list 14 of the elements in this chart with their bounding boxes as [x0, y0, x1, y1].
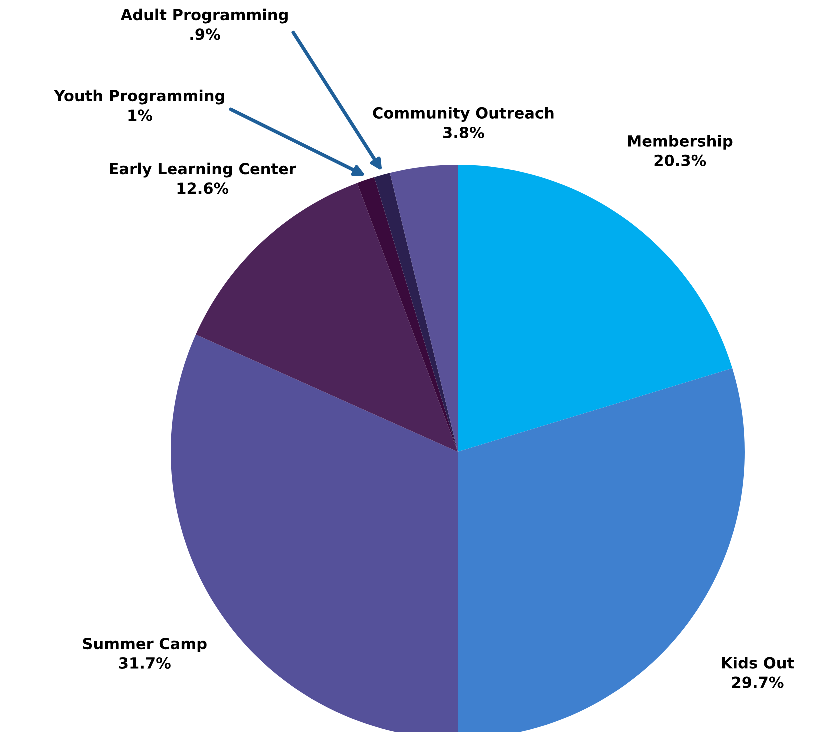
slice-label: Membership [628, 135, 733, 150]
data-label: 1% [128, 110, 152, 122]
slice-label: Early Learning Center [110, 162, 296, 178]
data-label: 3.8% [444, 126, 484, 139]
data-label: 20.3% [654, 154, 706, 166]
data-label: 31.7% [119, 657, 171, 670]
data-label: 12.6% [178, 182, 229, 194]
slice-label: Adult Programming [120, 8, 288, 24]
data-label: 29.7% [732, 676, 784, 688]
slice-label: Summer Camp [83, 638, 207, 653]
data-label: .9% [190, 28, 220, 40]
slice-label: Community Outreach [373, 107, 554, 122]
slice-label: Kids Out [722, 657, 794, 669]
slice-label: Youth Programming [54, 90, 224, 105]
